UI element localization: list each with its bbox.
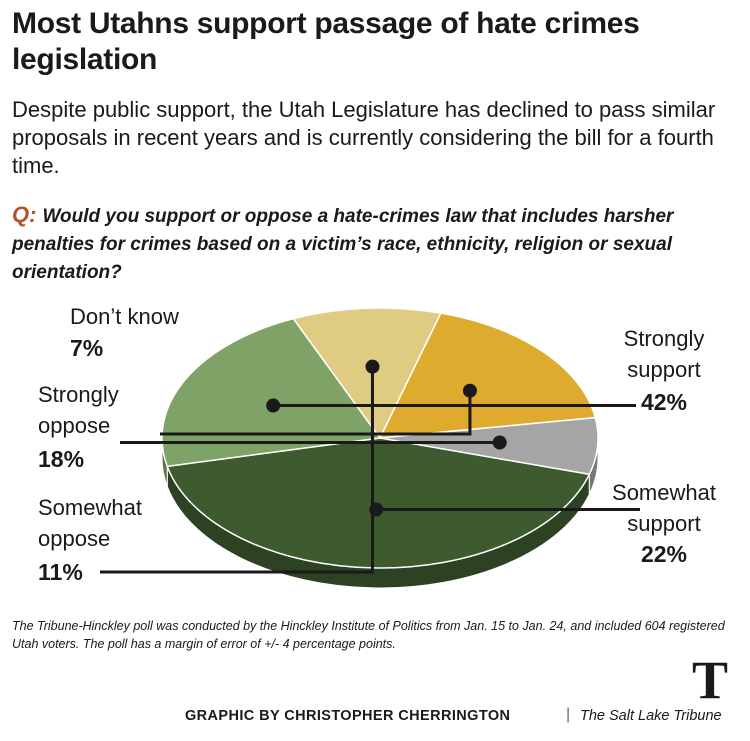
methodology-note: The Tribune-Hinckley poll was conducted … [12, 619, 725, 651]
slice-label-4-0: Don’t know [70, 304, 179, 329]
slice-label-3-0: Strongly [38, 382, 119, 407]
publication-name: The Salt Lake Tribune [580, 708, 722, 724]
slice-label-0-1: support [627, 357, 700, 382]
slice-label-3-1: oppose [38, 413, 110, 438]
slice-value-2: 11% [38, 559, 83, 585]
poll-question: Q: Would you support or oppose a hate-cri… [12, 201, 740, 287]
slice-labels: Strongly support 42% Somewhat support 22% Some… [38, 304, 716, 585]
callout-line-3 [160, 390, 472, 436]
slice-value-1: 22% [641, 541, 687, 567]
slice-label-0-0: Strongly [624, 326, 705, 351]
pie-slice-4 [379, 416, 599, 476]
slice-label-2-0: Somewhat [38, 495, 142, 520]
pie-slices [161, 307, 599, 569]
chart-subtitle: Despite public support, the Utah Legisla… [12, 97, 716, 178]
pie-slice-2 [292, 307, 442, 440]
slice-label-1-1: support [627, 511, 700, 536]
callout-lines [100, 359, 640, 574]
chart-title: Most Utahns support passage of hate crim… [12, 7, 640, 76]
tribune-logo-icon: T [692, 652, 728, 708]
pie-chart: Strongly support 42% Somewhat support 22% Some… [38, 304, 716, 589]
slice-value-0: 42% [641, 389, 687, 415]
slice-label-2-1: oppose [38, 526, 110, 551]
question-text: Would you support or oppose a hate-crime… [12, 206, 674, 283]
callout-dot-1 [266, 398, 281, 413]
slice-value-4: 7% [70, 335, 103, 361]
pie-slice-1 [161, 317, 382, 468]
question-prefix: Q: [12, 202, 37, 227]
slice-value-3: 18% [38, 446, 84, 472]
callout-dot-4 [492, 435, 507, 450]
credit-separator: | [566, 706, 571, 723]
logo-letter: T [692, 652, 728, 708]
callout-dot-2 [365, 359, 380, 374]
callout-dot-3 [462, 383, 477, 398]
graphic-credit: GRAPHIC BY CHRISTOPHER CHERRINGTON [185, 708, 511, 724]
slice-label-1-0: Somewhat [612, 480, 716, 505]
